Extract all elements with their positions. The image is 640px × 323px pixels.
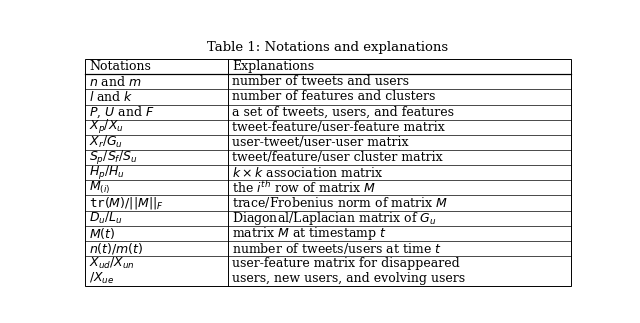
Text: $n(t)/m(t)$: $n(t)/m(t)$ [89,241,143,256]
Text: matrix $M$ at timestamp $t$: matrix $M$ at timestamp $t$ [232,225,387,242]
Text: Diagonal/Laplacian matrix of $G_u$: Diagonal/Laplacian matrix of $G_u$ [232,210,437,227]
Text: a set of tweets, users, and features: a set of tweets, users, and features [232,106,454,119]
Text: $P$, $U$ and $F$: $P$, $U$ and $F$ [89,104,154,120]
Text: $\mathtt{tr}(M)/||M||_F$: $\mathtt{tr}(M)/||M||_F$ [89,195,164,211]
Text: tweet-feature/user-feature matrix: tweet-feature/user-feature matrix [232,121,445,134]
Text: tweet/feature/user cluster matrix: tweet/feature/user cluster matrix [232,151,443,164]
Text: $M_{(i)}$: $M_{(i)}$ [89,180,110,196]
Text: number of tweets and users: number of tweets and users [232,75,410,89]
Text: Table 1: Notations and explanations: Table 1: Notations and explanations [207,41,449,54]
Text: number of tweets/users at time $t$: number of tweets/users at time $t$ [232,241,442,256]
Text: user-tweet/user-user matrix: user-tweet/user-user matrix [232,136,409,149]
Text: user-feature matrix for disappeared: user-feature matrix for disappeared [232,257,460,270]
Text: $X_r$/$G_u$: $X_r$/$G_u$ [89,134,123,151]
Text: $n$ and $m$: $n$ and $m$ [89,75,141,89]
Text: $S_p$/$S_f$/$S_u$: $S_p$/$S_f$/$S_u$ [89,149,138,167]
Text: the $i^{th}$ row of matrix $M$: the $i^{th}$ row of matrix $M$ [232,180,376,196]
Text: Explanations: Explanations [232,60,314,73]
Text: number of features and clusters: number of features and clusters [232,90,436,103]
Text: $/X_{ue}$: $/X_{ue}$ [89,271,115,286]
Text: $X_{ud}/X_{un}$: $X_{ud}/X_{un}$ [89,256,135,271]
Text: $M(t)$: $M(t)$ [89,226,115,241]
Text: $l$ and $k$: $l$ and $k$ [89,90,134,104]
Text: $X_p$/$X_u$: $X_p$/$X_u$ [89,118,124,136]
Text: trace/Frobenius norm of matrix $M$: trace/Frobenius norm of matrix $M$ [232,195,449,211]
Text: Notations: Notations [89,60,151,73]
Text: $H_p$/$H_u$: $H_p$/$H_u$ [89,164,125,182]
Text: users, new users, and evolving users: users, new users, and evolving users [232,272,465,285]
Text: $D_u$/$L_u$: $D_u$/$L_u$ [89,210,123,226]
Text: $k \times k$ association matrix: $k \times k$ association matrix [232,166,384,180]
